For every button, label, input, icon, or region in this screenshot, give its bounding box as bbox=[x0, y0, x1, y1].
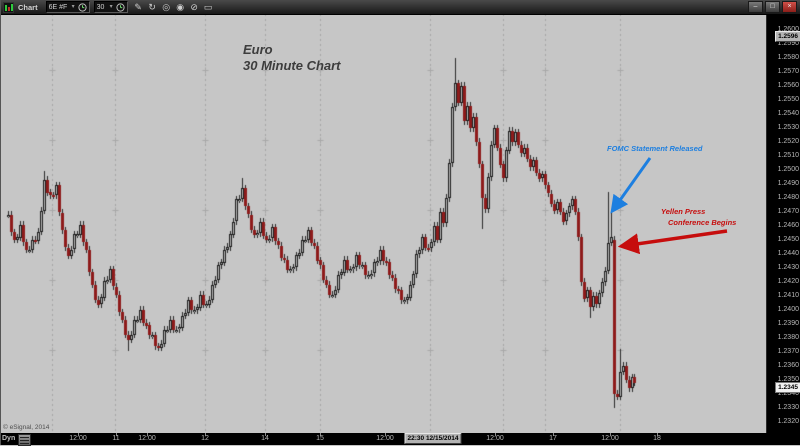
yellen-annotation-line1: Yellen Press bbox=[661, 206, 736, 217]
interval-clock-icon[interactable] bbox=[116, 3, 125, 12]
time-axis-label: 12:00 bbox=[138, 435, 156, 442]
titlebar: Chart 6E #F ▾ 30 ▾ ✎ ↻ ◎ ◉ ⊘ ▭ – □ × bbox=[0, 0, 800, 15]
window-frame-edge bbox=[0, 0, 1, 445]
copyright-notice: © eSignal, 2014 bbox=[3, 424, 49, 431]
yellen-annotation-line2: Conference Begins bbox=[668, 217, 736, 228]
interval-dropdown-caret[interactable]: ▾ bbox=[110, 4, 113, 10]
time-template-label: Dyn bbox=[2, 435, 15, 442]
price-axis-label: 1.2480 bbox=[778, 194, 799, 202]
price-axis-label: 1.2470 bbox=[778, 208, 799, 216]
price-axis-label: 1.2500 bbox=[778, 166, 799, 174]
price-axis-label: 1.2440 bbox=[778, 250, 799, 258]
circle-outline-icon[interactable]: ◎ bbox=[160, 2, 173, 12]
fomc-annotation-text: FOMC Statement Released bbox=[607, 144, 702, 153]
restore-button[interactable]: □ bbox=[765, 1, 780, 13]
window-title: Chart bbox=[18, 3, 38, 12]
time-axis-label: 15 bbox=[316, 435, 324, 442]
time-axis-settings-button[interactable] bbox=[18, 434, 31, 446]
minimize-button[interactable]: – bbox=[748, 1, 763, 13]
price-axis-label: 1.2420 bbox=[778, 278, 799, 286]
time-axis-label: 17 bbox=[549, 435, 557, 442]
price-axis-label: 1.2400 bbox=[778, 306, 799, 314]
price-axis-label: 1.2550 bbox=[778, 96, 799, 104]
price-axis-label: 1.2530 bbox=[778, 124, 799, 132]
chart-title-line2: 30 Minute Chart bbox=[243, 58, 341, 74]
refresh-icon[interactable]: ↻ bbox=[146, 2, 159, 12]
time-axis-label: 14 bbox=[261, 435, 269, 442]
time-axis-label: 11 bbox=[112, 435, 119, 442]
pencil-icon[interactable]: ✎ bbox=[132, 2, 145, 12]
time-axis-label: 12:00 bbox=[486, 435, 504, 442]
time-axis-label: 12 bbox=[201, 435, 209, 442]
price-axis-label: 1.2510 bbox=[778, 152, 799, 160]
time-axis[interactable]: Dyn 22:30 12/15/2014 12:00 11 12:00 12 14 15 1… bbox=[0, 433, 800, 445]
price-axis-label: 1.2330 bbox=[778, 404, 799, 412]
time-axis-label: 12:00 bbox=[376, 435, 394, 442]
symbol-dropdown-caret[interactable]: ▾ bbox=[72, 4, 75, 10]
link-icon[interactable]: ⊘ bbox=[188, 2, 201, 12]
price-axis-label: 1.2520 bbox=[778, 138, 799, 146]
price-axis-label: 1.2370 bbox=[778, 348, 799, 356]
price-axis-label: 1.2390 bbox=[778, 320, 799, 328]
price-axis-label: 1.2380 bbox=[778, 334, 799, 342]
chart-title: Euro 30 Minute Chart bbox=[243, 42, 341, 74]
price-axis-label: 1.2430 bbox=[778, 264, 799, 272]
circle-dot-icon[interactable]: ◉ bbox=[174, 2, 187, 12]
price-axis-label: 1.2450 bbox=[778, 236, 799, 244]
close-button[interactable]: × bbox=[782, 1, 797, 13]
yellen-annotation-text: Yellen Press Conference Begins bbox=[661, 206, 736, 228]
price-axis-label: 1.2360 bbox=[778, 362, 799, 370]
symbol-clock-icon[interactable] bbox=[78, 3, 87, 12]
panel-icon[interactable]: ▭ bbox=[202, 2, 215, 12]
chart-app-icon bbox=[3, 2, 14, 13]
price-axis-label: 1.2490 bbox=[778, 180, 799, 188]
time-axis-label: 12:00 bbox=[69, 435, 87, 442]
price-axis-label: 1.2560 bbox=[778, 82, 799, 90]
price-axis-label: 1.2460 bbox=[778, 222, 799, 230]
symbol-value: 6E #F bbox=[49, 4, 69, 11]
crosshair-time-badge: 22:30 12/15/2014 bbox=[405, 433, 462, 444]
symbol-input[interactable]: 6E #F ▾ bbox=[46, 1, 90, 13]
price-axis-label: 1.2410 bbox=[778, 292, 799, 300]
price-axis-label: 1.2320 bbox=[778, 418, 799, 426]
price-axis-label: 1.2570 bbox=[778, 68, 799, 76]
last-price-badge: 1.2345 bbox=[775, 382, 800, 393]
time-axis-label: 18 bbox=[653, 435, 661, 442]
price-axis-label: 1.2580 bbox=[778, 54, 799, 62]
candlestick-chart[interactable] bbox=[0, 14, 766, 433]
chart-title-line1: Euro bbox=[243, 42, 341, 58]
crosshair-price-badge: 1.2596 bbox=[775, 31, 800, 42]
interval-input[interactable]: 30 ▾ bbox=[94, 1, 128, 13]
interval-value: 30 bbox=[97, 4, 107, 11]
price-axis-label: 1.2540 bbox=[778, 110, 799, 118]
window-buttons: – □ × bbox=[748, 1, 797, 13]
time-axis-label: 12:00 bbox=[601, 435, 619, 442]
